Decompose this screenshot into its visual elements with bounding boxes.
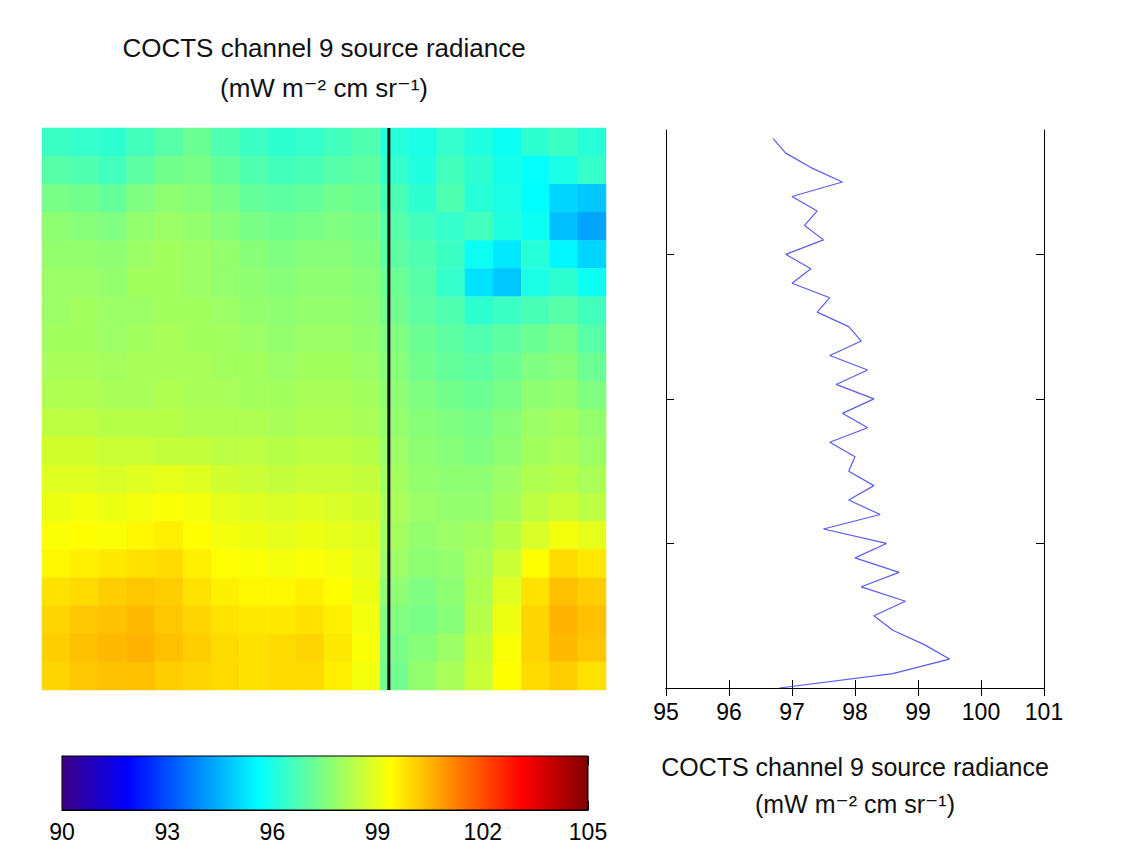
svg-text:96: 96 bbox=[716, 699, 742, 725]
svg-text:101: 101 bbox=[1025, 699, 1063, 725]
svg-text:97: 97 bbox=[779, 699, 805, 725]
svg-text:102: 102 bbox=[464, 819, 502, 845]
svg-text:98: 98 bbox=[842, 699, 868, 725]
svg-text:99: 99 bbox=[905, 699, 931, 725]
svg-text:95: 95 bbox=[653, 699, 679, 725]
svg-text:(mW m⁻² cm sr⁻¹): (mW m⁻² cm sr⁻¹) bbox=[220, 73, 428, 103]
svg-text:COCTS channel 9 source radianc: COCTS channel 9 source radiance bbox=[661, 753, 1049, 781]
svg-text:99: 99 bbox=[365, 819, 391, 845]
svg-text:COCTS channel 9 source radianc: COCTS channel 9 source radiance bbox=[122, 33, 525, 63]
svg-text:90: 90 bbox=[49, 819, 75, 845]
svg-text:(mW m⁻² cm sr⁻¹): (mW m⁻² cm sr⁻¹) bbox=[755, 790, 955, 818]
svg-text:105: 105 bbox=[569, 819, 607, 845]
svg-text:100: 100 bbox=[962, 699, 1000, 725]
svg-text:93: 93 bbox=[154, 819, 180, 845]
svg-text:96: 96 bbox=[260, 819, 286, 845]
